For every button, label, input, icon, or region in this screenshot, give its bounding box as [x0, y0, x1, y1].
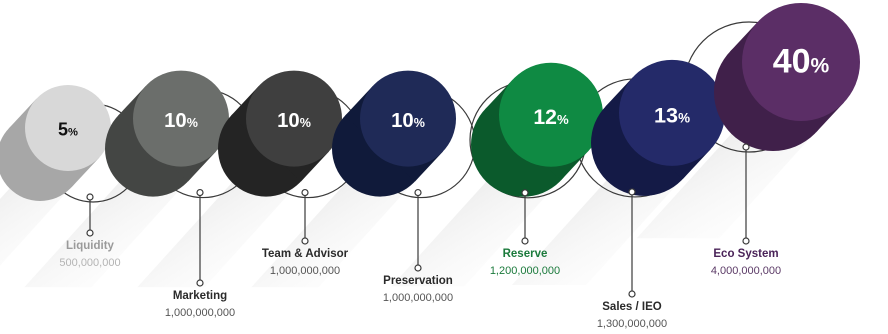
bar-sales-ieo — [619, 59, 725, 166]
bar-shadow-marketing — [24, 182, 187, 288]
bar-eco-system — [742, 3, 860, 121]
bar-layer — [0, 3, 860, 201]
amount-label-eco-system: 4,000,000,000 — [711, 265, 781, 277]
bar-team-advisor — [246, 70, 342, 167]
leader-dot-bottom-team-advisor — [301, 237, 309, 245]
amount-label-team-advisor: 1,000,000,000 — [270, 265, 340, 277]
bar-shadow-liquidity — [0, 188, 71, 266]
bar-reserve — [499, 62, 603, 167]
bar-marketing — [133, 70, 229, 167]
leader-dot-bottom-reserve — [521, 237, 529, 245]
leader-dot-bottom-marketing — [196, 279, 204, 287]
amount-label-liquidity: 500,000,000 — [59, 257, 120, 269]
category-label-reserve: Reserve — [503, 248, 548, 260]
value-label-marketing: 10% — [164, 110, 198, 132]
bar-shadow-preservation — [251, 182, 414, 288]
amount-label-marketing: 1,000,000,000 — [165, 307, 235, 319]
leader-dot-top-reserve — [521, 189, 529, 197]
amount-label-preservation: 1,000,000,000 — [383, 292, 453, 304]
value-label-team-advisor: 10% — [277, 110, 311, 132]
category-label-team-advisor: Team & Advisor — [262, 248, 349, 260]
amount-label-sales-ieo: 1,300,000,000 — [597, 318, 667, 330]
bar-shadow-reserve — [391, 181, 560, 287]
bar-shadow-team-advisor — [137, 182, 300, 288]
leader-dot-top-marketing — [196, 188, 204, 197]
leader-dot-top-liquidity — [86, 193, 94, 201]
value-label-liquidity: 5% — [58, 120, 78, 140]
category-label-liquidity: Liquidity — [66, 240, 115, 252]
leader-dot-bottom-sales-ieo — [628, 290, 636, 298]
value-label-reserve: 12% — [533, 106, 569, 129]
category-label-preservation: Preservation — [383, 275, 453, 287]
leader-dot-top-sales-ieo — [628, 188, 636, 196]
leader-dot-top-preservation — [414, 188, 422, 197]
leader-dot-bottom-eco-system — [742, 237, 750, 245]
category-label-sales-ieo: Sales / IEO — [602, 301, 662, 313]
bar-preservation — [360, 70, 456, 167]
category-label-marketing: Marketing — [173, 290, 227, 302]
leader-dot-bottom-preservation — [414, 264, 422, 272]
bar-shadow-sales-ieo — [511, 180, 682, 286]
amount-label-reserve: 1,200,000,000 — [490, 265, 560, 277]
bar-liquidity — [25, 85, 111, 171]
shadow-layer — [0, 133, 815, 288]
value-label-preservation: 10% — [391, 110, 425, 132]
bar-shadow-eco-system — [636, 133, 815, 239]
category-label-eco-system: Eco System — [713, 248, 778, 260]
label-layer: 5% Liquidity 500,000,000 10% Marketing 1,000,… — [58, 43, 830, 330]
value-label-eco-system: 40% — [773, 43, 830, 81]
value-label-sales-ieo: 13% — [654, 102, 690, 127]
leader-dot-top-eco-system — [742, 143, 750, 151]
leader-dot-bottom-liquidity — [86, 229, 94, 237]
leader-dot-top-team-advisor — [301, 188, 309, 197]
